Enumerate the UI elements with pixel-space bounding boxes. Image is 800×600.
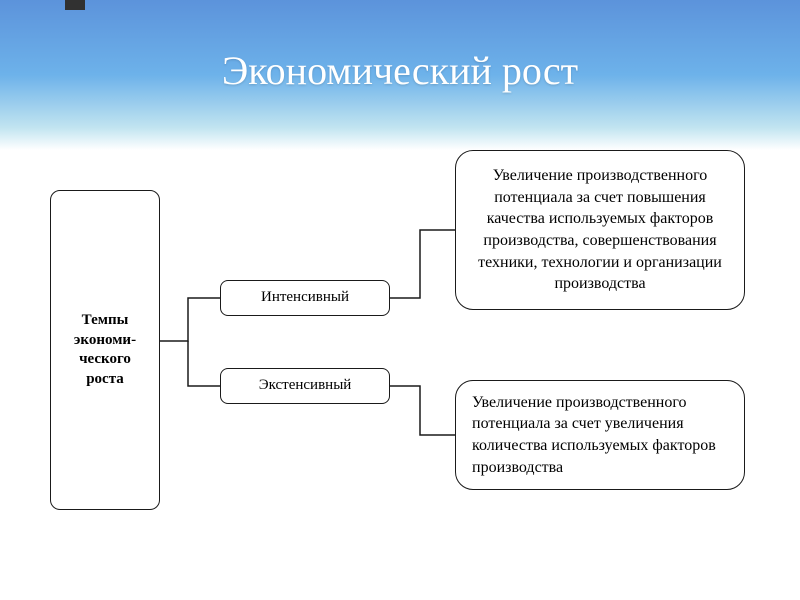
node-main: Темпы экономи- ческого роста — [50, 190, 160, 510]
node-main-line3: ческого — [79, 350, 131, 370]
node-desc-intensive: Увеличение производственного потенциала … — [455, 150, 745, 310]
node-main-line1: Темпы — [82, 311, 129, 331]
accent-bar — [65, 0, 85, 10]
node-extensive: Экстенсивный — [220, 368, 390, 404]
header-banner: Экономический рост — [0, 0, 800, 150]
flowchart-diagram: Темпы экономи- ческого роста Интенсивный… — [0, 150, 800, 600]
node-desc-extensive: Увеличение производственного потенциала … — [455, 380, 745, 490]
node-main-line4: роста — [86, 370, 124, 390]
node-desc-intensive-label: Увеличение производственного потенциала … — [466, 165, 734, 295]
node-intensive-label: Интенсивный — [261, 288, 349, 308]
node-main-line2: экономи- — [74, 331, 136, 351]
page-title: Экономический рост — [222, 47, 578, 94]
node-intensive: Интенсивный — [220, 280, 390, 316]
node-desc-extensive-label: Увеличение производственного потенциала … — [472, 392, 728, 478]
node-extensive-label: Экстенсивный — [259, 376, 352, 396]
